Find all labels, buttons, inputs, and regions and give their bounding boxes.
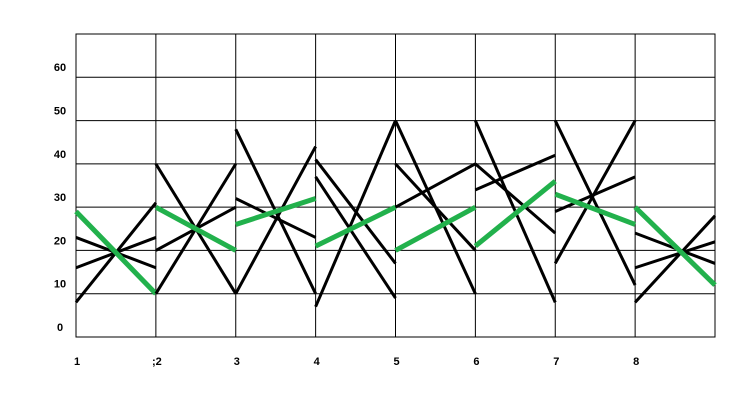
x-tick-label: 8	[633, 356, 639, 368]
y-tick-label: 40	[54, 149, 66, 161]
line-segment	[473, 179, 557, 249]
y-tick-label: 0	[57, 322, 63, 334]
line-segment	[234, 145, 317, 295]
x-tick-label: ;2	[152, 356, 162, 368]
line-segment	[394, 204, 477, 253]
line-segment	[634, 214, 717, 304]
line-segment	[314, 204, 397, 249]
line-segment	[314, 176, 397, 299]
line-segment	[154, 204, 237, 253]
line-segment	[74, 209, 158, 296]
x-tick-label: 6	[473, 356, 479, 368]
line-segment	[553, 119, 637, 286]
y-tick-label: 20	[54, 235, 66, 247]
y-tick-label: 10	[54, 279, 66, 291]
x-tick-label: 4	[314, 356, 321, 368]
line-segment	[633, 205, 717, 287]
y-tick-label: 60	[54, 62, 66, 74]
x-tick-label: 3	[234, 356, 240, 368]
line-segment	[634, 240, 716, 270]
line-segment	[234, 196, 317, 227]
x-tick-label: 7	[553, 356, 559, 368]
line-segment	[314, 119, 397, 308]
line-segment	[553, 119, 637, 265]
line-segment	[554, 175, 636, 213]
x-tick-label: 5	[393, 356, 399, 368]
y-tick-label: 30	[54, 192, 66, 204]
line-segment	[394, 162, 477, 252]
line-segment	[235, 197, 317, 239]
line-segment	[474, 162, 557, 235]
line-segment	[554, 191, 637, 227]
line-segment	[474, 153, 556, 192]
x-tick-label: 1	[74, 356, 80, 368]
y-tick-label: 50	[54, 105, 66, 117]
line-segment	[394, 162, 477, 209]
